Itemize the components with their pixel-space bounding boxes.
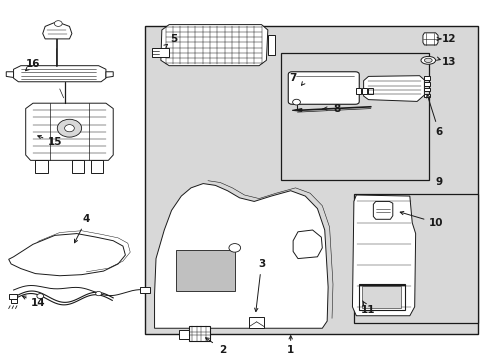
Bar xyxy=(140,287,149,293)
Text: 16: 16 xyxy=(26,59,40,69)
Text: 5: 5 xyxy=(170,34,177,44)
Bar xyxy=(358,284,404,310)
Text: 6: 6 xyxy=(434,127,442,137)
Ellipse shape xyxy=(420,57,435,64)
Polygon shape xyxy=(362,88,366,94)
Polygon shape xyxy=(72,160,84,173)
Text: 10: 10 xyxy=(428,218,443,228)
Circle shape xyxy=(54,21,62,26)
Polygon shape xyxy=(356,88,361,94)
Text: 14: 14 xyxy=(30,298,45,308)
Text: 12: 12 xyxy=(441,34,455,44)
Bar xyxy=(179,330,188,339)
Polygon shape xyxy=(424,94,429,97)
Polygon shape xyxy=(424,88,429,91)
Bar xyxy=(249,317,264,328)
Ellipse shape xyxy=(424,58,431,63)
Text: 2: 2 xyxy=(219,345,226,355)
Text: 4: 4 xyxy=(82,214,90,224)
Polygon shape xyxy=(422,33,437,45)
Text: 7: 7 xyxy=(289,73,296,83)
Polygon shape xyxy=(26,103,113,160)
Bar xyxy=(176,249,234,291)
Polygon shape xyxy=(363,76,424,102)
Polygon shape xyxy=(292,230,322,258)
Text: 9: 9 xyxy=(434,177,442,187)
Bar xyxy=(11,299,17,303)
Polygon shape xyxy=(424,76,429,80)
Text: 15: 15 xyxy=(47,138,62,148)
Text: 8: 8 xyxy=(333,104,340,113)
Polygon shape xyxy=(367,88,372,94)
Bar xyxy=(281,53,428,180)
Polygon shape xyxy=(14,66,106,82)
Polygon shape xyxy=(352,195,415,316)
Polygon shape xyxy=(9,234,125,276)
FancyBboxPatch shape xyxy=(287,72,359,104)
Bar xyxy=(353,194,477,323)
Polygon shape xyxy=(35,160,47,173)
Bar xyxy=(362,287,400,308)
Polygon shape xyxy=(161,24,267,66)
Circle shape xyxy=(292,99,300,105)
Polygon shape xyxy=(42,23,72,39)
Circle shape xyxy=(37,294,43,298)
Polygon shape xyxy=(291,109,301,111)
Text: 1: 1 xyxy=(286,345,294,355)
Bar xyxy=(144,26,477,334)
Circle shape xyxy=(57,119,81,137)
Text: 13: 13 xyxy=(441,57,455,67)
Polygon shape xyxy=(6,72,14,77)
Polygon shape xyxy=(152,48,169,57)
Text: 3: 3 xyxy=(257,259,264,269)
Circle shape xyxy=(96,292,102,296)
Polygon shape xyxy=(91,160,103,173)
Polygon shape xyxy=(424,82,429,86)
Polygon shape xyxy=(267,35,274,55)
Circle shape xyxy=(228,244,240,252)
Polygon shape xyxy=(372,202,392,219)
Bar xyxy=(9,294,18,298)
Polygon shape xyxy=(154,184,327,328)
Polygon shape xyxy=(106,72,113,77)
Circle shape xyxy=(64,125,74,132)
Text: 11: 11 xyxy=(361,305,375,315)
Bar xyxy=(188,327,210,341)
